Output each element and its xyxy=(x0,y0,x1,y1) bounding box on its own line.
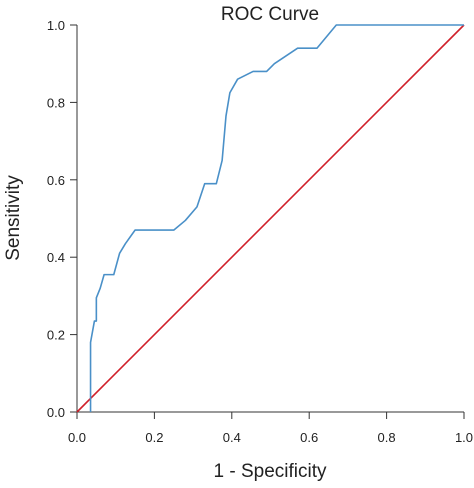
series-layer xyxy=(76,24,465,413)
x-tick-label: 0.0 xyxy=(68,430,86,445)
x-axis: 0.0 0.2 0.4 0.6 0.8 1.0 xyxy=(68,411,473,445)
y-tick-label: 0.6 xyxy=(47,173,65,188)
x-tick-label: 1.0 xyxy=(455,430,473,445)
y-tick-label: 1.0 xyxy=(47,18,65,33)
y-tick-label: 0.4 xyxy=(47,250,65,265)
y-tick-label: 0.0 xyxy=(47,405,65,420)
reference-diagonal-line xyxy=(76,24,465,413)
x-axis-label: 1 - Specificity xyxy=(214,461,327,482)
y-tick-label: 0.8 xyxy=(47,95,65,110)
chart-title: ROC Curve xyxy=(221,4,319,25)
y-axis: 0.0 0.2 0.4 0.6 0.8 1.0 xyxy=(47,18,78,420)
y-axis-label: Sensitivity xyxy=(3,175,24,261)
x-tick-label: 0.6 xyxy=(300,430,318,445)
roc-curve-line xyxy=(89,24,464,412)
x-tick-label: 0.8 xyxy=(378,430,396,445)
x-tick-label: 0.4 xyxy=(223,430,241,445)
y-tick-label: 0.2 xyxy=(47,328,65,343)
x-tick-label: 0.2 xyxy=(145,430,163,445)
